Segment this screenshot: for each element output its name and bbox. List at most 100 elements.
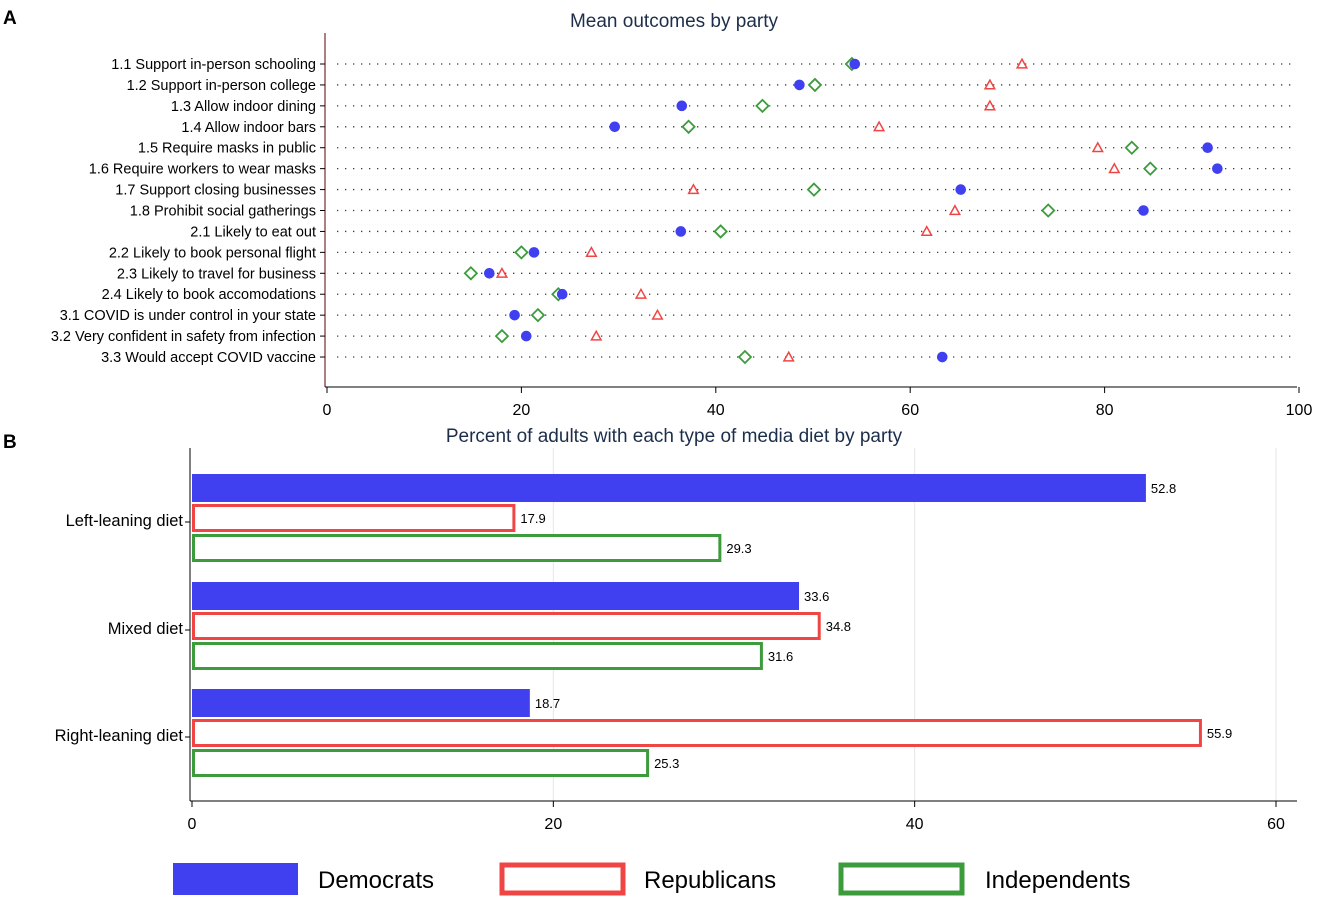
a-point-democrats — [1202, 142, 1213, 154]
a-point-democrats — [676, 100, 688, 112]
b-category-label: Left-leaning diet — [66, 512, 184, 530]
a-point-republicans — [983, 99, 996, 111]
a-row-label: 3.2 Very confident in safety from infect… — [51, 329, 316, 345]
panel-b-title: Percent of adults with each type of medi… — [446, 426, 903, 447]
b-bar-democrats — [192, 582, 800, 610]
b-xtick-label: 20 — [544, 816, 562, 833]
a-point-republicans — [920, 225, 933, 237]
a-xtick-label: 20 — [513, 402, 531, 419]
legend-swatch-independents — [838, 862, 965, 896]
a-row-label: 1.4 Allow indoor bars — [181, 120, 316, 136]
b-bar-republicans — [192, 612, 821, 640]
a-point-republicans — [1015, 57, 1029, 69]
b-bar-democrats — [192, 474, 1146, 502]
a-point-republicans — [585, 246, 598, 257]
a-point-independents — [755, 98, 770, 114]
a-row-label: 3.1 COVID is under control in your state — [60, 308, 316, 324]
a-point-republicans — [687, 183, 700, 195]
a-point-independents — [806, 182, 822, 197]
a-point-independents — [1124, 140, 1140, 155]
a-point-democrats — [1138, 205, 1149, 216]
legend-label-democrats: Democrats — [318, 867, 434, 894]
b-bar-independents — [192, 534, 722, 562]
a-point-democrats — [955, 184, 967, 195]
b-category-label: Mixed diet — [108, 620, 184, 638]
a-xtick-label: 60 — [901, 402, 919, 419]
a-point-democrats — [509, 309, 520, 321]
legend: Democrats Republicans Independents — [173, 862, 1130, 896]
b-data-label: 31.6 — [768, 649, 793, 664]
b-xtick-label: 60 — [1267, 816, 1285, 833]
a-point-independents — [807, 77, 823, 93]
a-row-label: 1.1 Support in-person schooling — [111, 57, 316, 73]
a-point-democrats — [528, 247, 540, 258]
a-point-democrats — [849, 58, 861, 70]
a-point-independents — [463, 266, 479, 281]
a-point-republicans — [782, 350, 795, 362]
panel-b-letter: B — [3, 432, 17, 453]
a-row-label: 1.5 Require masks in public — [138, 141, 316, 157]
a-xtick-label: 80 — [1096, 402, 1114, 419]
legend-swatch-democrats — [173, 863, 298, 895]
panel-a-letter: A — [3, 8, 17, 29]
a-row-label: 1.3 Allow indoor dining — [171, 99, 316, 115]
a-row-label: 2.3 Likely to travel for business — [117, 266, 316, 282]
b-bar-independents — [192, 749, 650, 777]
a-row-label: 3.3 Would accept COVID vaccine — [101, 350, 316, 366]
panel-b-plot: 0 20 40 60 Left-leaning diet 52.8 17.9 29.3 Mixe… — [55, 448, 1297, 833]
a-xtick-label: 100 — [1286, 402, 1313, 419]
a-point-independents — [514, 245, 529, 260]
a-point-republicans — [1108, 162, 1121, 174]
a-point-independents — [1040, 203, 1056, 218]
a-point-republicans — [651, 308, 664, 320]
b-data-label: 34.8 — [826, 619, 851, 634]
a-point-democrats — [609, 121, 621, 133]
a-point-independents — [1143, 161, 1158, 176]
a-point-republicans — [590, 329, 603, 341]
b-bar-democrats — [192, 689, 530, 717]
panel-a-plot: 0 20 40 60 80 100 1.1 Support in-person school… — [51, 33, 1313, 419]
a-point-independents — [681, 119, 696, 135]
legend-label-republicans: Republicans — [644, 867, 776, 894]
a-point-independents — [713, 224, 728, 239]
a-point-republicans — [634, 287, 648, 299]
a-point-independents — [737, 349, 753, 365]
a-point-republicans — [983, 78, 996, 90]
legend-label-independents: Independents — [985, 867, 1130, 894]
a-point-republicans — [948, 204, 961, 216]
a-row-label: 1.7 Support closing businesses — [115, 183, 316, 199]
b-bar-republicans — [192, 504, 516, 532]
b-data-label: 33.6 — [804, 589, 829, 604]
panel-a-title: Mean outcomes by party — [570, 11, 779, 32]
b-xtick-label: 0 — [188, 816, 197, 833]
a-point-democrats — [794, 79, 805, 91]
b-data-label: 17.9 — [520, 511, 545, 526]
b-bar-independents — [192, 642, 763, 670]
a-point-republicans — [495, 266, 509, 278]
a-point-democrats — [1212, 163, 1223, 174]
b-data-label: 52.8 — [1151, 481, 1176, 496]
b-bar-republicans — [192, 719, 1202, 747]
b-xtick-label: 40 — [906, 816, 924, 833]
a-row-label: 2.2 Likely to book personal flight — [109, 245, 316, 261]
a-row-label: 2.1 Likely to eat out — [190, 224, 316, 240]
a-point-democrats — [556, 288, 568, 300]
a-point-republicans — [873, 120, 886, 132]
b-data-label: 25.3 — [654, 756, 679, 771]
a-point-independents — [530, 307, 546, 323]
a-point-democrats — [936, 351, 948, 363]
a-row-label: 1.2 Support in-person college — [127, 78, 316, 94]
b-data-label: 29.3 — [726, 541, 751, 556]
a-point-democrats — [484, 268, 495, 279]
b-data-label: 55.9 — [1207, 726, 1232, 741]
a-row-label: 1.8 Prohibit social gatherings — [130, 204, 316, 220]
a-point-democrats — [675, 226, 687, 237]
a-row-label: 1.6 Require workers to wear masks — [89, 162, 316, 178]
legend-swatch-republicans — [499, 862, 626, 896]
a-xtick-label: 40 — [707, 402, 725, 419]
a-row-label: 2.4 Likely to book accomodations — [102, 287, 316, 303]
a-xtick-label: 0 — [323, 402, 332, 419]
a-point-democrats — [520, 330, 532, 342]
b-data-label: 18.7 — [535, 696, 560, 711]
